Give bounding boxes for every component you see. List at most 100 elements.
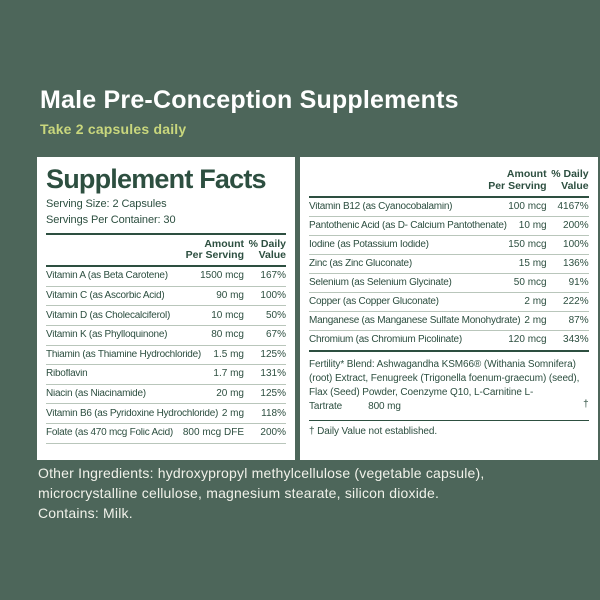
nutrient-dv: 100% <box>563 238 589 250</box>
column-header-left: Amount Per Serving % Daily Value <box>46 235 286 268</box>
table-row: Pantothenic Acid (as D- Calcium Pantothe… <box>309 217 589 236</box>
nutrient-amount: 80 mcg <box>211 329 244 341</box>
nutrient-dv: 87% <box>568 314 589 326</box>
nutrient-amount: 1500 mcg <box>200 270 244 282</box>
nutrient-name: Riboflavin <box>46 369 88 380</box>
page-title: Male Pre-Conception Supplements <box>40 86 459 114</box>
nutrient-dv: 125% <box>260 388 286 400</box>
table-row: Chromium (as Chromium Picolinate) 120 mcg… <box>309 331 589 350</box>
nutrient-amount: 15 mg <box>518 257 547 269</box>
nutrient-amount: 90 mg <box>216 290 244 302</box>
nutrient-rows-left: Vitamin A (as Beta Carotene) 1500 mcg 167%… <box>46 267 286 444</box>
nutrient-name: Chromium (as Chromium Picolinate) <box>309 335 462 345</box>
contains-statement: Contains: Milk. <box>38 504 133 521</box>
divider <box>46 232 286 235</box>
facts-left-column: Supplement Facts Serving Size: 2 Capsule… <box>37 157 295 460</box>
nutrient-name: Iodine (as Potassium Iodide) <box>309 239 429 250</box>
nutrient-name: Copper (as Copper Gluconate) <box>309 296 439 307</box>
nutrient-dv: 67% <box>265 329 286 341</box>
amount-header-line1: Amount <box>506 168 547 180</box>
daily-value-header: % Daily Value <box>547 168 589 193</box>
nutrient-dv: 4167% <box>557 200 589 212</box>
nutrient-amount: 100 mcg <box>508 200 547 212</box>
nutrient-amount: 2 mg <box>221 407 245 419</box>
nutrient-amount: 2 mg <box>524 314 547 326</box>
nutrient-name: Vitamin D (as Cholecalciferol) <box>46 310 171 321</box>
blend-amount: 800 mg <box>368 400 401 412</box>
amount-per-serving-header: Amount Per Serving <box>185 237 244 263</box>
servings-per-container: Servings Per Container: 30 <box>46 213 176 226</box>
nutrient-name: Vitamin C (as Ascorbic Acid) <box>46 291 165 302</box>
nutrient-dv: 136% <box>563 257 589 269</box>
amount-header-line2: Per Serving <box>488 179 547 192</box>
nutrient-amount: 120 mcg <box>508 334 547 345</box>
table-row: Niacin (as Niacinamide) 20 mg 125% <box>46 385 286 405</box>
nutrient-dv: 343% <box>563 334 589 345</box>
nutrient-name: Manganese (as Manganese Sulfate Monohydr… <box>309 315 521 326</box>
nutrient-name: Vitamin A (as Beta Carotene) <box>46 271 168 282</box>
nutrient-dv: 200% <box>563 219 589 231</box>
table-row: Thiamin (as Thiamine Hydrochloride) 1.5 m… <box>46 346 286 366</box>
supplement-facts-heading: Supplement Facts <box>46 164 267 194</box>
dv-header-line1: % Daily <box>551 168 589 180</box>
daily-value-header: % Daily Value <box>244 237 286 263</box>
column-header-right: Amount Per Serving % Daily Value <box>309 165 589 198</box>
supplement-facts-panel: Supplement Facts Serving Size: 2 Capsule… <box>37 157 598 460</box>
nutrient-amount: 1.7 mg <box>213 368 244 380</box>
nutrient-dv: 200% <box>260 427 286 439</box>
fertility-blend: Fertility* Blend: Ashwagandha KSM66® (Wi… <box>309 349 589 420</box>
daily-value-footnote: † Daily Value not established. <box>309 419 589 437</box>
amount-header-line1: Amount <box>204 237 244 250</box>
nutrient-name: Zinc (as Zinc Gluconate) <box>309 258 412 269</box>
dosage-subtitle: Take 2 capsules daily <box>40 121 187 137</box>
nutrient-amount: 20 mg <box>216 388 244 400</box>
table-row: Riboflavin 1.7 mg 131% <box>46 365 286 385</box>
table-row: Iodine (as Potassium Iodide) 150 mcg 100% <box>309 236 589 255</box>
table-row: Vitamin A (as Beta Carotene) 1500 mcg 167% <box>46 267 286 287</box>
nutrient-name: Vitamin K (as Phylloquinone) <box>46 330 168 341</box>
dv-header-line2: Value <box>258 249 286 262</box>
nutrient-amount: 2 mg <box>524 295 547 307</box>
nutrient-rows-right: Vitamin B12 (as Cyanocobalamin) 100 mcg 41… <box>309 198 589 350</box>
blend-ingredients: Fertility* Blend: Ashwagandha KSM66® (Wi… <box>309 358 580 412</box>
amount-header-line2: Per Serving <box>185 249 244 262</box>
nutrient-amount: 10 mg <box>518 219 547 231</box>
table-row: Vitamin C (as Ascorbic Acid) 90 mg 100% <box>46 287 286 307</box>
facts-right-column: Amount Per Serving % Daily Value Vitamin… <box>300 157 598 460</box>
nutrient-dv: 91% <box>568 276 589 288</box>
table-row: Vitamin B12 (as Cyanocobalamin) 100 mcg 41… <box>309 198 589 217</box>
nutrient-name: Pantothenic Acid (as D- Calcium Pantothe… <box>309 220 507 231</box>
dv-header-line1: % Daily <box>248 237 286 250</box>
nutrient-name: Vitamin B6 (as Pyridoxine Hydrochloride) <box>46 408 218 419</box>
nutrient-dv: 118% <box>261 407 286 419</box>
nutrient-dv: 167% <box>260 270 286 282</box>
nutrient-amount: 800 mcg DFE <box>182 427 244 439</box>
table-row: Vitamin D (as Cholecalciferol) 10 mcg 50% <box>46 306 286 326</box>
nutrient-dv: 50% <box>265 309 286 321</box>
table-row: Folate (as 470 mcg Folic Acid) 800 mcg DF… <box>46 424 286 444</box>
nutrient-amount: 1.5 mg <box>213 348 244 360</box>
dv-header-line2: Value <box>561 179 589 192</box>
table-row: Vitamin B6 (as Pyridoxine Hydrochloride)… <box>46 404 286 424</box>
nutrient-amount: 50 mcg <box>513 276 547 288</box>
table-row: Selenium (as Selenium Glycinate) 50 mcg 91… <box>309 274 589 293</box>
nutrient-name: Thiamin (as Thiamine Hydrochloride) <box>46 349 202 360</box>
nutrient-dv: 100% <box>260 290 286 302</box>
nutrient-amount: 150 mcg <box>508 238 547 250</box>
nutrient-name: Folate (as 470 mcg Folic Acid) <box>46 428 173 439</box>
footer-text: Other Ingredients: hydroxypropyl methylc… <box>38 464 572 524</box>
nutrient-amount: 10 mcg <box>211 309 244 321</box>
other-ingredients: Other Ingredients: hydroxypropyl methylc… <box>38 465 485 501</box>
table-row: Zinc (as Zinc Gluconate) 15 mg 136% <box>309 255 589 274</box>
nutrient-name: Niacin (as Niacinamide) <box>46 389 146 400</box>
table-row: Vitamin K (as Phylloquinone) 80 mcg 67% <box>46 326 286 346</box>
nutrient-name: Selenium (as Selenium Glycinate) <box>309 277 452 288</box>
nutrient-dv: 131% <box>260 368 286 380</box>
dagger-symbol: † <box>583 398 589 410</box>
serving-size: Serving Size: 2 Capsules <box>46 198 167 211</box>
nutrient-dv: 222% <box>563 295 589 307</box>
table-row: Manganese (as Manganese Sulfate Monohydr… <box>309 312 589 331</box>
table-row: Copper (as Copper Gluconate) 2 mg 222% <box>309 293 589 312</box>
nutrient-name: Vitamin B12 (as Cyanocobalamin) <box>309 201 453 212</box>
